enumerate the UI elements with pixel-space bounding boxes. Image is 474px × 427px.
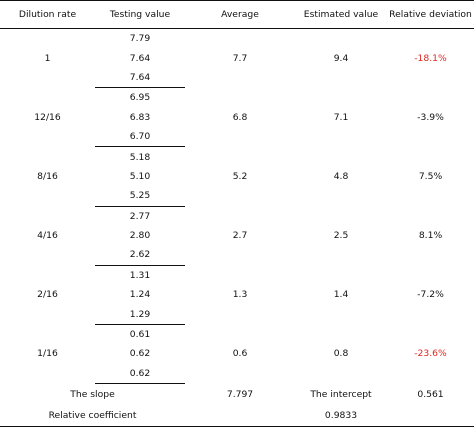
testing-value-cell: 0.62 (129, 348, 151, 360)
estimated-value-cell: 9.4 (333, 52, 349, 64)
header-average: Average (185, 0, 295, 29)
testing-value-cell: 7.64 (129, 52, 151, 64)
table-row: 12/16 6.95 6.8 7.1 -3.9% (0, 88, 474, 122)
relative-deviation-cell: 7.5% (418, 170, 443, 182)
table-footer: The slope 7.797 The intercept 0.561 Rela… (0, 384, 474, 427)
coefficient-value: 0.9833 (295, 405, 387, 427)
relative-deviation-cell: 8.1% (418, 230, 443, 242)
header-relative-deviation: Relative deviation (387, 0, 474, 29)
testing-value-cell: 5.10 (129, 170, 151, 182)
relative-deviation-cell: -23.6% (414, 348, 447, 360)
testing-value-cell: 5.18 (129, 151, 151, 163)
header-estimated-value: Estimated value (295, 0, 387, 29)
estimated-value-cell: 0.8 (333, 348, 349, 360)
testing-value-cell: 7.79 (129, 33, 151, 45)
table-body: 1 7.79 7.7 9.4 -18.1% 7.64 7.64 12/16 6.95 6.8 7.1… (0, 29, 474, 385)
table-row: 1.24 (0, 285, 474, 304)
testing-value-cell: 0.61 (129, 329, 151, 341)
intercept-value: 0.561 (417, 388, 444, 400)
table-row: 1 7.79 7.7 9.4 -18.1% (0, 29, 474, 64)
estimated-value-cell: 2.5 (333, 230, 349, 242)
header-dilution-rate: Dilution rate (0, 0, 95, 29)
testing-value-cell: 1.31 (129, 269, 151, 281)
estimated-value-cell: 7.1 (333, 111, 349, 123)
testing-value-cell: 6.95 (129, 92, 151, 104)
testing-value-cell: 5.25 (95, 186, 185, 207)
relative-deviation-cell: -18.1% (414, 52, 447, 64)
coefficient-row: Relative coefficient 0.9833 (0, 405, 474, 427)
table-row: 7.64 (0, 48, 474, 67)
average-cell: 0.6 (232, 348, 248, 360)
dilution-rate-cell: 1/16 (37, 348, 58, 360)
estimated-value-cell: 4.8 (333, 170, 349, 182)
relative-deviation-cell: -7.2% (417, 289, 444, 301)
table-row: 0.62 (0, 363, 474, 385)
coefficient-spacer (185, 405, 295, 427)
table-row: 6.70 (0, 126, 474, 148)
coefficient-label: Relative coefficient (0, 405, 185, 427)
average-cell: 6.8 (232, 111, 248, 123)
table-row: 1.29 (0, 304, 474, 325)
testing-value-cell: 7.64 (95, 67, 185, 89)
testing-value-cell: 2.62 (95, 245, 185, 266)
dilution-rate-cell: 4/16 (37, 230, 58, 242)
dilution-rate-cell: 1 (44, 52, 51, 64)
header-row: Dilution rate Testing value Average Esti… (0, 0, 474, 29)
testing-value-cell: 2.80 (129, 230, 151, 242)
dilution-rate-cell: 12/16 (34, 111, 61, 123)
dilution-rate-cell: 2/16 (37, 289, 58, 301)
table-row: 2/16 1.31 1.3 1.4 -7.2% (0, 265, 474, 300)
table-row: 5.10 (0, 167, 474, 186)
header-testing-value: Testing value (95, 0, 185, 29)
table-row: 6.83 (0, 108, 474, 127)
testing-value-cell: 1.29 (95, 304, 185, 325)
coefficient-spacer-end (387, 405, 474, 427)
relative-deviation-cell: -3.9% (417, 111, 444, 123)
testing-value-cell: 0.62 (95, 363, 185, 385)
average-cell: 2.7 (232, 230, 248, 242)
average-cell: 5.2 (232, 170, 248, 182)
table-row: 2.80 (0, 226, 474, 245)
average-cell: 1.3 (232, 289, 248, 301)
table-row: 5.25 (0, 186, 474, 207)
slope-row: The slope 7.797 The intercept 0.561 (0, 384, 474, 406)
table-header: Dilution rate Testing value Average Esti… (0, 0, 474, 29)
table-row: 2.62 (0, 245, 474, 266)
table-row: 8/16 5.18 5.2 4.8 7.5% (0, 147, 474, 182)
testing-value-cell: 2.77 (129, 210, 151, 222)
testing-value-cell: 1.24 (129, 289, 151, 301)
table-row: 0.62 (0, 344, 474, 363)
slope-value: 7.797 (226, 388, 254, 400)
table-row: 7.64 (0, 67, 474, 89)
intercept-label: The intercept (310, 388, 372, 400)
dilution-rate-cell: 8/16 (37, 170, 58, 182)
testing-value-cell: 6.70 (95, 126, 185, 148)
slope-label: The slope (70, 389, 115, 401)
average-cell: 7.7 (232, 52, 248, 64)
table-row: 1/16 0.61 0.6 0.8 -23.6% (0, 324, 474, 359)
estimated-value-cell: 1.4 (333, 289, 349, 301)
table-row: 4/16 2.77 2.7 2.5 8.1% (0, 206, 474, 241)
testing-value-cell: 6.83 (129, 111, 151, 123)
